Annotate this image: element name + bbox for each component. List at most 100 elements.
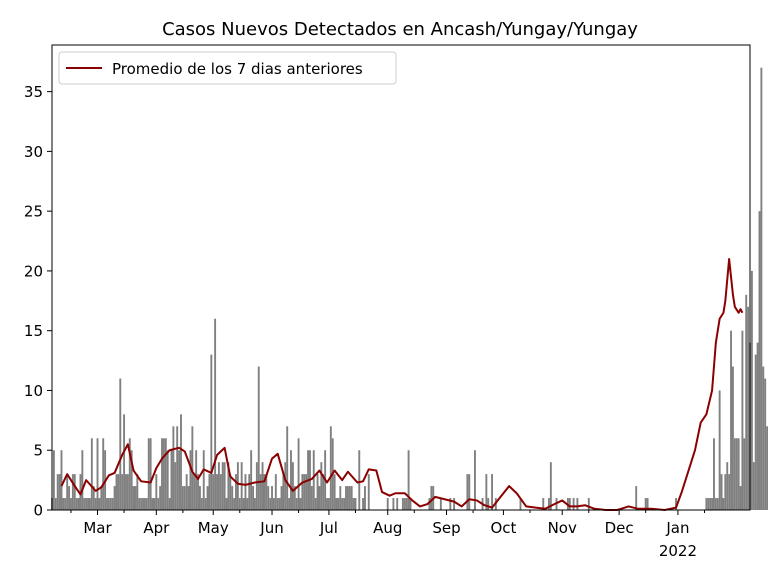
bar xyxy=(405,498,408,510)
bar xyxy=(189,450,192,510)
moving-average-line xyxy=(60,257,744,511)
bar xyxy=(136,474,139,510)
bar xyxy=(134,486,137,510)
bar xyxy=(181,486,184,510)
bar xyxy=(733,438,736,510)
bar xyxy=(750,270,753,510)
bar xyxy=(172,426,175,510)
bar xyxy=(168,498,171,510)
x-tick-label: Dec xyxy=(605,519,634,537)
x-tick-label: Sep xyxy=(432,519,460,537)
bar xyxy=(185,474,188,510)
bar xyxy=(345,486,347,510)
bar xyxy=(187,486,190,510)
bar xyxy=(284,462,287,510)
bar xyxy=(335,498,338,510)
bar xyxy=(364,486,366,510)
bar xyxy=(250,450,253,510)
bar xyxy=(396,498,399,510)
bar xyxy=(392,498,395,510)
bar xyxy=(180,414,182,510)
bar xyxy=(238,498,241,510)
bar xyxy=(176,426,179,510)
bar xyxy=(263,474,266,510)
x-tick-label: Mar xyxy=(83,519,112,537)
bar xyxy=(202,450,205,510)
bar xyxy=(320,462,323,510)
bar xyxy=(291,462,294,510)
bar xyxy=(265,474,268,510)
bar xyxy=(439,498,442,510)
bar xyxy=(246,498,249,510)
bar xyxy=(430,486,433,510)
y-tick-label: 35 xyxy=(24,83,43,101)
bar xyxy=(468,474,471,510)
bar xyxy=(548,498,550,510)
bar xyxy=(318,486,321,510)
bar xyxy=(85,498,88,510)
bar xyxy=(542,498,545,510)
bar xyxy=(428,498,431,510)
bar xyxy=(337,498,340,510)
bar xyxy=(635,486,638,510)
bar xyxy=(231,486,234,510)
bar xyxy=(739,486,742,510)
bar xyxy=(117,474,120,510)
bar xyxy=(310,486,313,510)
bar xyxy=(115,474,118,510)
bar xyxy=(229,474,232,510)
bar xyxy=(278,498,281,510)
bar xyxy=(142,498,144,510)
bar xyxy=(286,426,289,510)
bar xyxy=(199,486,201,510)
bar xyxy=(235,474,237,510)
bar xyxy=(269,498,272,510)
bar xyxy=(327,498,330,510)
bar xyxy=(322,474,325,510)
y-tick-label: 30 xyxy=(24,143,43,161)
bar xyxy=(66,474,69,510)
y-tick-label: 5 xyxy=(33,442,43,460)
bar xyxy=(333,474,336,510)
bar xyxy=(474,450,476,510)
bar xyxy=(73,474,76,510)
bar xyxy=(288,498,291,510)
bar xyxy=(326,498,328,510)
bar xyxy=(716,498,719,510)
bar xyxy=(102,438,105,510)
bar xyxy=(453,498,456,510)
bar xyxy=(204,498,207,510)
bar xyxy=(722,498,725,510)
bar xyxy=(151,498,154,510)
bar xyxy=(56,474,59,510)
bar xyxy=(90,438,93,510)
bar xyxy=(329,426,332,510)
x-tick-label: Jan xyxy=(665,519,689,537)
bar xyxy=(60,450,63,510)
bar xyxy=(295,498,298,510)
bar xyxy=(123,414,126,510)
bar xyxy=(362,498,365,510)
bar xyxy=(162,438,165,510)
bar xyxy=(138,498,141,510)
bar xyxy=(271,486,273,510)
bar xyxy=(233,498,236,510)
bar xyxy=(107,498,110,510)
bar xyxy=(339,486,342,510)
bar xyxy=(485,474,488,510)
bar xyxy=(100,486,103,510)
bar xyxy=(174,462,177,510)
bar xyxy=(711,498,714,510)
x-tick-label: Apr xyxy=(143,519,170,537)
bar xyxy=(301,474,304,510)
bar xyxy=(143,498,146,510)
bar xyxy=(713,438,715,510)
bar xyxy=(212,474,215,510)
bar xyxy=(92,486,95,510)
bar xyxy=(572,498,575,510)
bar xyxy=(745,294,748,510)
bar xyxy=(466,474,469,510)
bar xyxy=(675,498,677,510)
y-tick-label: 10 xyxy=(24,382,43,400)
bar xyxy=(299,498,302,510)
